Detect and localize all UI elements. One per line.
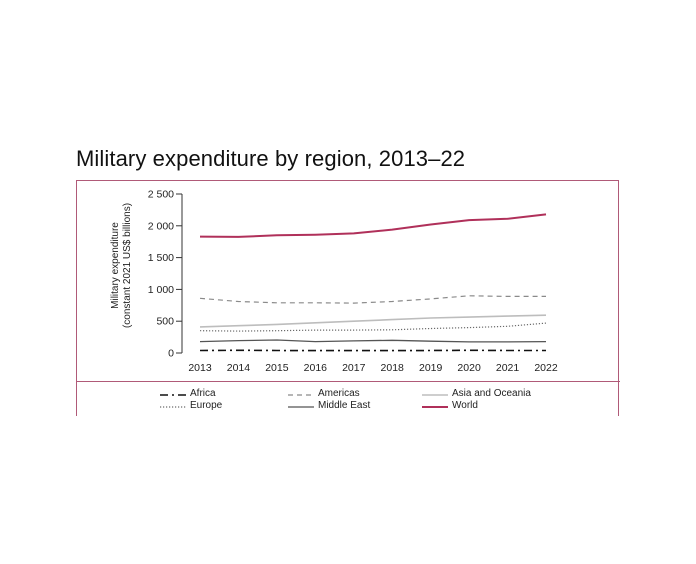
- x-tick-label: 2016: [304, 362, 328, 374]
- legend-label: Asia and Oceania: [452, 388, 531, 399]
- y-axis-label: (constant 2021 US$ billions): [122, 203, 133, 328]
- x-tick-label: 2021: [496, 362, 520, 374]
- x-tick-label: 2018: [381, 362, 405, 374]
- legend-swatch: [422, 406, 448, 408]
- series-line-world: [199, 213, 547, 238]
- legend-swatch: [160, 394, 186, 396]
- y-tick-label: 500: [156, 316, 174, 328]
- y-tick-label: 1 500: [148, 252, 174, 264]
- y-tick-label: 2 500: [148, 189, 174, 201]
- x-tick-label: 2013: [188, 362, 212, 374]
- x-tick-label: 2015: [265, 362, 289, 374]
- y-tick-label: 0: [168, 348, 174, 360]
- chart-axes: 0 500 1 000 1 500 2 000 2 500 2013 2014 2015 2016…: [110, 189, 558, 375]
- x-tick-label: 2022: [534, 362, 558, 374]
- y-axis-label: Military expenditure: [110, 222, 121, 309]
- legend-label: Americas: [318, 388, 360, 399]
- chart-lines: [199, 213, 547, 352]
- chart-legend: Africa Americas Asia and Oceania Europe Midd…: [160, 388, 600, 418]
- line-chart: 0 500 1 000 1 500 2 000 2 500 2013 2014 2015 2016…: [110, 189, 558, 375]
- x-tick-label: 2014: [227, 362, 251, 374]
- legend-swatch: [288, 406, 314, 408]
- legend-label: Africa: [190, 388, 216, 399]
- series-line-europe: [199, 322, 547, 332]
- legend-label: Europe: [190, 400, 223, 411]
- series-line-middle-east: [199, 339, 547, 343]
- legend-divider: [76, 381, 620, 382]
- x-tick-label: 2019: [419, 362, 443, 374]
- legend-swatch: [160, 406, 186, 408]
- series-line-americas: [199, 295, 546, 304]
- legend-label: Middle East: [318, 400, 371, 411]
- x-tick-label: 2020: [457, 362, 481, 374]
- y-tick-label: 2 000: [148, 220, 174, 232]
- y-tick-label: 1 000: [148, 284, 174, 296]
- chart-title: Military expenditure by region, 2013–22: [76, 146, 466, 171]
- legend-label: World: [452, 400, 478, 411]
- series-line-asia-and-oceania: [199, 314, 547, 328]
- x-tick-label: 2017: [342, 362, 366, 374]
- chart-frame: [76, 180, 619, 416]
- legend-swatch: [422, 394, 448, 396]
- legend-swatch: [288, 394, 314, 396]
